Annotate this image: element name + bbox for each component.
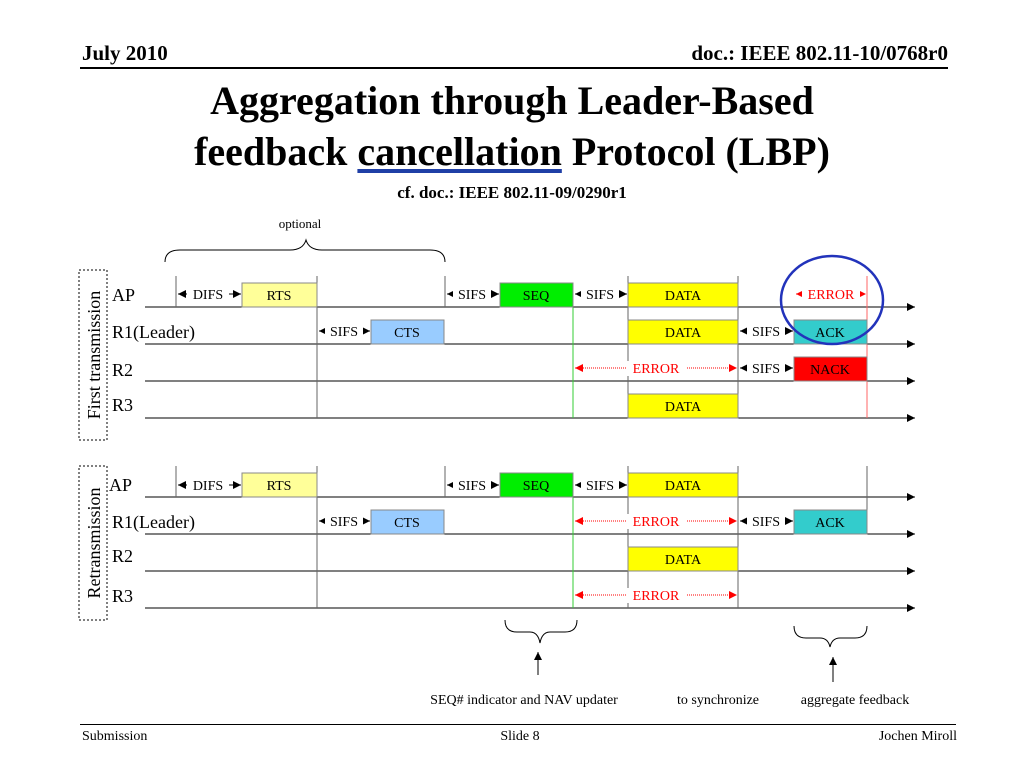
rts-label-retx: RTS (267, 479, 292, 494)
error-label-r3-retx: ERROR (633, 589, 680, 604)
group-label-retx: Retransmission (84, 488, 104, 599)
difs-label-retx: DIFS (193, 479, 223, 494)
seq-label-retx: SEQ (523, 479, 549, 494)
station-r3-first: R3 (112, 395, 133, 415)
slide-subtitle: cf. doc.: IEEE 802.11-09/0290r1 (397, 183, 627, 202)
sifs-label-r1b-retx: SIFS (752, 515, 780, 530)
sifs-label-r1a-retx: SIFS (330, 515, 358, 530)
cts-block-first (370, 319, 445, 345)
data-label-ap-retx: DATA (665, 479, 702, 494)
error-label-ap-first: ERROR (808, 288, 855, 303)
data-block-r2-retx (627, 546, 739, 572)
nack-label-first: NACK (810, 363, 850, 378)
data-block-r3-first (627, 393, 739, 419)
station-r1-retx: R1(Leader) (112, 512, 195, 533)
footer-slide-number: Slide 8 (500, 729, 540, 744)
title-word-cancellation: cancellation (357, 129, 562, 174)
station-r2-retx: R2 (112, 546, 133, 566)
optional-brace (164, 238, 446, 263)
feedback-brace (793, 625, 868, 648)
sifs-label-ap1-retx: SIFS (458, 479, 486, 494)
slide-title-line2: feedback cancellation Protocol (LBP) (0, 127, 1024, 177)
group-box-retx (78, 465, 108, 621)
rts-block-retx (241, 472, 318, 498)
seq-brace (504, 619, 578, 644)
station-ap-first: AP (112, 285, 135, 305)
slide-title-line1: Aggregation through Leader-Based (210, 78, 814, 123)
cts-label-first: CTS (394, 326, 420, 341)
seq-block-retx (499, 472, 574, 498)
sifs-label-ap2-first: SIFS (586, 288, 614, 303)
error-label-r1-retx: ERROR (633, 515, 680, 530)
sifs-label-ap1-first: SIFS (458, 288, 486, 303)
title-word-protocol: Protocol (LBP) (571, 129, 830, 174)
data-label-r2-retx: DATA (665, 553, 702, 568)
header-date: July 2010 (82, 41, 168, 65)
data-block-ap-retx (627, 472, 739, 498)
sync-note: to synchronize (677, 693, 759, 708)
difs-label-first: DIFS (193, 288, 223, 303)
station-r3-retx: R3 (112, 586, 133, 606)
sifs-label-r1b-first: SIFS (752, 325, 780, 340)
rts-block-first (241, 282, 318, 308)
cts-block-retx (370, 509, 445, 535)
ack-label-first: ACK (815, 326, 845, 341)
ack-label-retx: ACK (815, 516, 845, 531)
ack-block-retx (793, 509, 868, 535)
sifs-label-r1a-first: SIFS (330, 325, 358, 340)
timelines (145, 303, 915, 612)
optional-label: optional (279, 216, 322, 231)
cts-label-retx: CTS (394, 516, 420, 531)
footer-submission: Submission (82, 729, 148, 744)
station-ap-retx: AP (109, 475, 132, 495)
seq-label-first: SEQ (523, 289, 549, 304)
data-label-r3-first: DATA (665, 400, 702, 415)
highlight-circle (779, 254, 885, 346)
header-rule (80, 67, 948, 69)
seq-note: SEQ# indicator and NAV updater (430, 693, 618, 708)
group-box-first (78, 269, 108, 441)
station-r2-first: R2 (112, 360, 133, 380)
sifs-label-r2-first: SIFS (752, 362, 780, 377)
footer-rule (80, 724, 956, 725)
data-label-ap-first: DATA (665, 289, 702, 304)
sifs-label-ap2-retx: SIFS (586, 479, 614, 494)
header-doc-id: doc.: IEEE 802.11-10/0768r0 (691, 41, 948, 65)
aggregate-feedback-note: aggregate feedback (801, 693, 909, 708)
data-block-r1-first (627, 319, 739, 345)
error-label-r2-first: ERROR (633, 362, 680, 377)
rts-label-first: RTS (267, 289, 292, 304)
title-word-feedback: feedback (194, 129, 348, 174)
data-label-r1-first: DATA (665, 326, 702, 341)
data-block-ap-first (627, 282, 739, 308)
station-r1-first: R1(Leader) (112, 322, 195, 343)
footer-author: Jochen Miroll (878, 729, 957, 744)
nack-block-first (793, 356, 868, 382)
group-label-first: First transmission (84, 291, 104, 420)
seq-block-first (499, 282, 574, 308)
